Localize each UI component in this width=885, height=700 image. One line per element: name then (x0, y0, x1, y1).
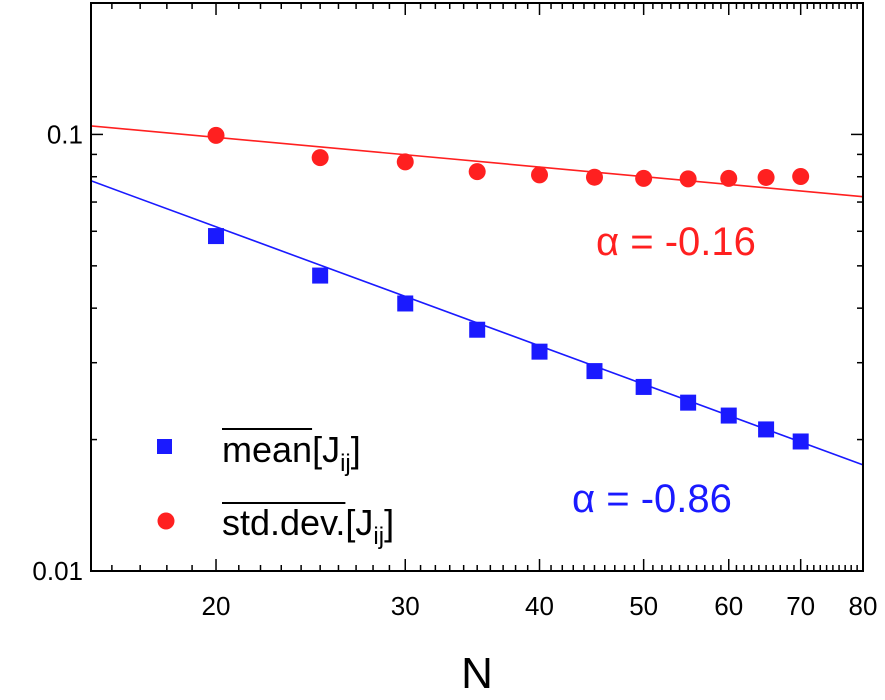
std-dev-point (207, 126, 225, 144)
std-dev-point (635, 169, 653, 187)
y-tick-label: 0.1 (47, 119, 83, 149)
x-axis-title: N (461, 649, 493, 698)
mean-point (635, 378, 652, 395)
fit-line-std-dev (90, 125, 864, 198)
x-tick-label: 60 (714, 591, 743, 621)
x-tick-label: 80 (849, 591, 878, 621)
x-tick-label: 50 (629, 591, 658, 621)
mean-point (586, 363, 603, 380)
legend-mean-bracket: [J (312, 429, 340, 470)
std-dev-point (396, 153, 414, 171)
plot-frame (90, 2, 864, 572)
axis-ticks (91, 2, 864, 572)
legend-mean-subscript: ij (340, 450, 351, 477)
std-dev-point (585, 168, 603, 186)
y-tick-label: 0.01 (32, 556, 83, 586)
legend-std-dev-close: ] (384, 502, 394, 543)
std-dev-point (679, 170, 697, 188)
legend-mean-close: ] (351, 429, 361, 470)
std-dev-point (757, 168, 775, 186)
mean-point (720, 407, 737, 424)
legend-std-dev-text: std.dev. (222, 502, 345, 543)
legend-std-dev-bracket: [J (345, 502, 373, 543)
legend-std-dev-subscript: ij (373, 523, 384, 550)
mean-point (531, 343, 548, 360)
legend: mean[Jij] std.dev.[Jij] (157, 428, 394, 550)
std-dev-point (311, 149, 329, 167)
mean-fit-annotation: α = -0.86 (572, 477, 732, 521)
mean-point (758, 421, 775, 438)
legend-mean-text: mean (222, 429, 312, 470)
mean-point (469, 321, 486, 338)
legend-marker-std-dev (157, 512, 175, 530)
mean-point (680, 394, 697, 411)
x-tick-label: 70 (786, 591, 815, 621)
mean-point (397, 295, 414, 312)
x-tick-label: 30 (391, 591, 420, 621)
std-dev-fit-annotation: α = -0.16 (596, 220, 756, 264)
x-tick-label: 40 (525, 591, 554, 621)
x-tick-label: 20 (202, 591, 231, 621)
data-markers (207, 126, 810, 450)
mean-point (792, 433, 809, 450)
tick-labels: 20 30 40 50 60 70 80 0.01 0.1 (32, 119, 877, 621)
legend-marker-mean (157, 439, 172, 454)
std-dev-point (468, 163, 486, 181)
std-dev-point (531, 166, 549, 184)
legend-label-mean: mean[Jij] (222, 429, 361, 477)
mean-point (208, 228, 225, 245)
legend-label-std-dev: std.dev.[Jij] (222, 502, 394, 550)
mean-point (312, 267, 329, 284)
std-dev-point (792, 167, 810, 185)
std-dev-point (720, 169, 738, 187)
